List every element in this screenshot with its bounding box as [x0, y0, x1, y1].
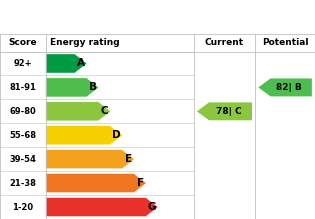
Polygon shape — [46, 102, 111, 121]
Text: G: G — [148, 202, 156, 212]
Text: B: B — [89, 82, 97, 92]
Text: A: A — [77, 58, 85, 69]
Polygon shape — [46, 78, 99, 97]
Text: Energy Efficiency Rating: Energy Efficiency Rating — [5, 11, 188, 23]
Text: D: D — [112, 130, 121, 140]
Text: 39-54: 39-54 — [9, 155, 36, 164]
Polygon shape — [46, 173, 146, 193]
Polygon shape — [46, 198, 158, 217]
Text: 21-38: 21-38 — [9, 179, 36, 188]
Text: E: E — [125, 154, 132, 164]
Polygon shape — [197, 102, 252, 120]
Text: Energy rating: Energy rating — [50, 38, 120, 47]
Text: Potential: Potential — [262, 38, 308, 47]
Polygon shape — [46, 150, 135, 169]
Polygon shape — [46, 54, 87, 73]
Text: 92+: 92+ — [14, 59, 32, 68]
Text: 55-68: 55-68 — [9, 131, 36, 140]
Text: C: C — [101, 106, 108, 116]
Text: 82| B: 82| B — [276, 83, 302, 92]
Polygon shape — [258, 78, 312, 96]
Text: 78| C: 78| C — [215, 107, 241, 116]
Polygon shape — [46, 126, 123, 145]
Text: Score: Score — [9, 38, 37, 47]
Text: 1-20: 1-20 — [12, 203, 33, 212]
Text: Current: Current — [205, 38, 244, 47]
Text: F: F — [137, 178, 144, 188]
Text: 69-80: 69-80 — [9, 107, 36, 116]
Text: 81-91: 81-91 — [9, 83, 36, 92]
